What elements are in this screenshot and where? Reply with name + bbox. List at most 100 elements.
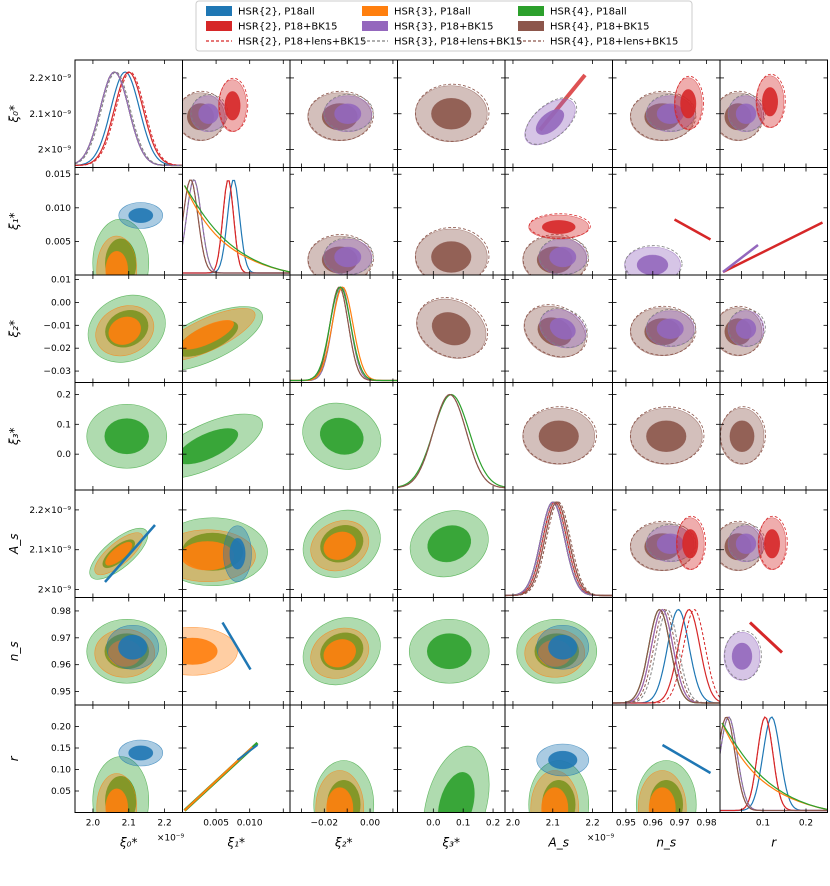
x-tick-label: 0.1 — [456, 819, 470, 829]
contour-brown-inner — [431, 312, 471, 346]
contour-purple-dashed — [539, 307, 588, 348]
panel-r-xi0 — [92, 739, 164, 813]
y-tick-label: 2.2×10⁻⁹ — [29, 506, 71, 516]
contour-purple-inner — [735, 318, 757, 339]
x-tick-label: 2.2 — [585, 819, 599, 829]
contour-brown-dashed — [415, 83, 490, 142]
panel-frame — [719, 167, 828, 276]
contour-purple-dashed — [728, 308, 766, 347]
marginal-curve-dashed — [290, 286, 398, 381]
panel-xi3-r — [720, 406, 766, 465]
contour-brown-inner — [431, 98, 472, 130]
panel-xi0-xi3 — [414, 83, 490, 143]
y-tick-label: 0.015 — [45, 170, 71, 180]
y-tick-label: 0.0 — [57, 450, 72, 460]
marginal-curve-purple — [505, 501, 613, 597]
contour-red-dashed — [756, 73, 786, 128]
contour-orange-inner — [105, 251, 129, 275]
panel-xi0-ns — [629, 75, 704, 142]
x-tick-label: 2.0 — [86, 819, 101, 829]
marginal-curve-brown — [182, 179, 290, 274]
x-axis-label-As: A_s — [548, 836, 569, 850]
panel-r-r — [720, 716, 828, 812]
x-tick-label: 2.0 — [506, 819, 521, 829]
panel-xi0-r — [720, 73, 786, 142]
marginal-curve-red — [505, 501, 613, 597]
contour-green-inner — [319, 417, 364, 455]
panel-frame — [397, 382, 506, 491]
marginal-curve-dashed — [75, 71, 183, 166]
x-tick-label: 0.98 — [697, 819, 717, 829]
contour-orange-inner — [182, 319, 234, 350]
contour-brown-dashed — [182, 90, 227, 141]
panel-xi1-xi3 — [414, 227, 490, 275]
x-tick-label: 0.96 — [643, 819, 663, 829]
marginal-tail-green — [183, 185, 290, 273]
marginal-curve-red — [75, 71, 183, 166]
degeneracy-line-blue — [236, 744, 259, 761]
marginal-curve-green — [505, 501, 613, 597]
panel-ns-r — [723, 621, 784, 681]
degeneracy-line-blue — [221, 621, 252, 671]
legend-swatch — [518, 21, 544, 31]
contour-purple-inner — [334, 246, 362, 268]
contour-red-inner — [541, 220, 576, 234]
contour-purple-inner — [735, 103, 757, 124]
x-tick-label: 0.1 — [756, 819, 770, 829]
panel-xi2-As — [523, 304, 588, 358]
degeneracy-line-red — [722, 221, 824, 274]
panel-r-xi2 — [313, 760, 375, 813]
panel-xi0-xi2 — [307, 90, 374, 142]
contour-orange-inner — [323, 531, 357, 560]
panel-As-ns — [629, 515, 706, 572]
panel-xi2-ns — [629, 305, 697, 357]
panel-r-ns — [635, 743, 712, 813]
panel-As-xi2 — [302, 509, 381, 578]
contour-purple-dashed — [538, 237, 589, 275]
panel-ns-xi3 — [408, 618, 490, 684]
panel-As-As — [505, 501, 613, 597]
legend-label: HSR{4}, P18+lens+BK15 — [550, 37, 678, 48]
marginal-curve-brown — [397, 393, 505, 489]
contour-purple-inner — [731, 642, 753, 670]
marginal-curve-green — [290, 286, 398, 382]
legend-label: HSR{3}, P18+BK15 — [394, 22, 494, 33]
contour-brown-dashed — [416, 297, 489, 359]
y-tick-label: 0.01 — [51, 276, 71, 286]
y-tick-label: 0.96 — [51, 661, 71, 671]
x-tick-label: 0.95 — [616, 819, 636, 829]
y-tick-label: 0.010 — [45, 204, 71, 214]
contour-blue-inner — [548, 634, 578, 660]
contour-red-dashed — [218, 77, 249, 132]
contour-red-dashed — [674, 75, 704, 130]
panel-xi3-xi1 — [182, 413, 263, 479]
marginal-curve-dashed — [290, 286, 398, 381]
contour-purple-dashed — [323, 93, 374, 132]
legend-swatch — [362, 6, 388, 16]
legend: HSR{2}, P18all HSR{2}, P18+BK15 HSR{2}, P1… — [195, 0, 693, 52]
y-tick-label: 2×10⁻⁹ — [38, 146, 71, 156]
panel-xi2-r — [720, 305, 766, 357]
x-tick-label: 2.1 — [122, 819, 136, 829]
contour-purple-inner — [549, 246, 577, 268]
y-axis-label-r: r — [7, 755, 21, 761]
marginal-curve-orange — [505, 501, 613, 597]
marginal-curve-blue — [75, 71, 183, 167]
panel-xi2-xi3 — [416, 297, 489, 359]
contour-brown-inner — [729, 420, 755, 452]
contour-blue-inner — [229, 538, 246, 570]
x-axis-label-xi2: ξ₂* — [334, 836, 353, 850]
contour-purple-dashed — [624, 245, 683, 275]
legend-swatch — [518, 6, 544, 16]
panel-xi3-As — [522, 406, 597, 465]
legend-label: HSR{2}, P18all — [238, 7, 315, 18]
y-tick-label: 0.005 — [45, 237, 71, 247]
y-axis-label-As: A_s — [7, 534, 21, 555]
contour-orange-inner — [105, 541, 133, 566]
panel-As-xi3 — [409, 510, 489, 578]
y-tick-label: 0.95 — [51, 688, 71, 698]
contour-blue-inner — [128, 208, 154, 223]
contour-red-dashed — [676, 515, 706, 570]
contour-red-inner — [680, 89, 697, 119]
